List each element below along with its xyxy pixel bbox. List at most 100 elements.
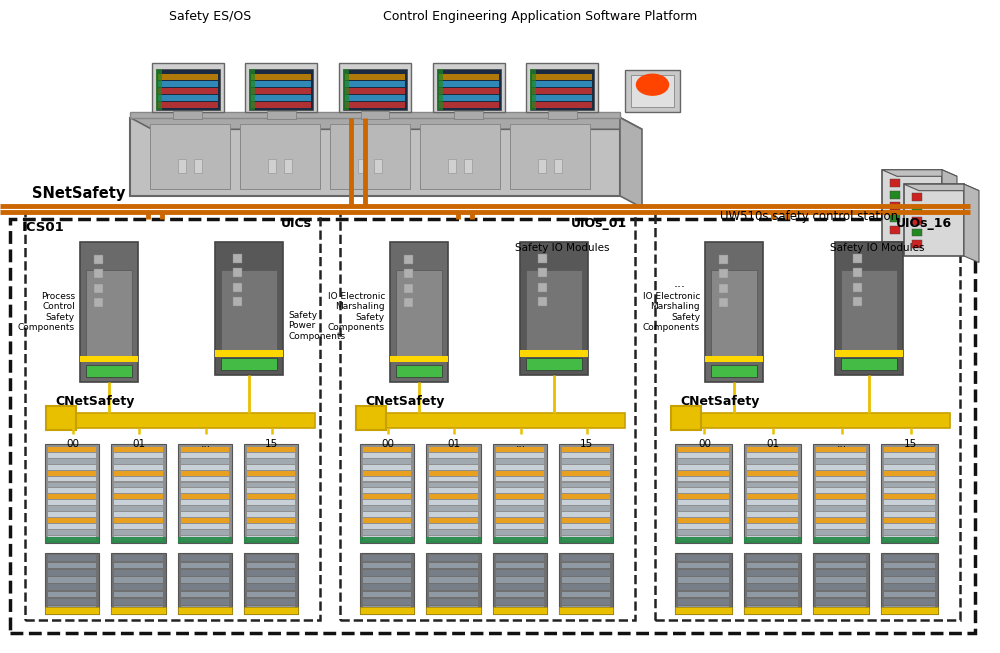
Bar [562,599,610,605]
Bar [247,459,295,464]
Bar [178,552,232,614]
Bar [345,95,405,101]
Bar [747,570,798,576]
Bar [363,500,411,505]
Bar [426,537,480,543]
Bar [404,283,413,293]
Bar [360,537,414,543]
Bar [678,584,729,590]
Bar [678,524,729,529]
Bar [433,63,505,112]
Bar [562,447,610,452]
Bar [884,570,935,576]
Bar [426,607,480,614]
Bar [562,530,610,535]
Bar [492,552,547,614]
Bar [912,240,922,248]
Bar [747,556,798,561]
Bar [86,365,132,377]
Bar [114,488,163,493]
Bar [881,537,938,543]
Bar [114,570,163,576]
Bar [747,577,798,583]
Bar [548,111,577,119]
Bar [181,453,229,458]
Bar [532,88,592,94]
Bar [48,563,96,569]
Bar [114,477,163,481]
Bar [816,465,866,470]
Bar [111,444,166,543]
Bar [429,494,478,499]
Bar [247,494,295,499]
Bar [559,444,613,543]
Bar [48,592,96,597]
Bar [496,453,544,458]
Bar [158,88,218,94]
Bar [363,599,411,605]
Bar [247,447,295,452]
Bar [429,524,478,529]
Text: ...: ... [837,439,847,449]
Bar [675,413,950,428]
Bar [538,159,546,173]
Bar [719,269,728,278]
Bar [496,459,544,464]
Bar [496,447,544,452]
Bar [816,584,866,590]
Bar [747,465,798,470]
Bar [48,447,96,452]
Bar [181,530,229,535]
Text: 15: 15 [580,439,593,449]
Text: Safety ES/OS: Safety ES/OS [169,10,251,23]
Bar [360,413,625,428]
Bar [429,453,478,458]
Bar [492,537,547,543]
Bar [114,535,163,541]
Text: SNetSafety: SNetSafety [32,187,125,201]
Bar [251,81,311,87]
Bar [48,518,96,523]
Bar [114,530,163,535]
Bar [233,254,242,263]
Bar [530,69,594,110]
Bar [339,63,411,112]
Bar [884,606,935,612]
Bar [363,577,411,583]
Bar [678,459,729,464]
Bar [678,465,729,470]
Bar [48,530,96,535]
Bar [705,356,763,362]
Bar [181,477,229,481]
Bar [719,298,728,307]
Bar [719,283,728,293]
Bar [249,69,255,110]
Bar [562,512,610,517]
Bar [181,570,229,576]
Bar [559,537,613,543]
Text: CNetSafety: CNetSafety [55,395,134,408]
Bar [496,524,544,529]
Bar [526,270,582,350]
Bar [114,447,163,452]
Bar [678,512,729,517]
Bar [890,202,900,210]
Bar [816,483,866,487]
Bar [429,606,478,612]
Bar [50,413,315,428]
Bar [48,535,96,541]
Bar [813,552,869,614]
Bar [181,556,229,561]
Bar [114,494,163,499]
Text: UW510s safety control station: UW510s safety control station [720,210,898,223]
Bar [114,506,163,511]
Bar [439,103,499,108]
Bar [813,537,869,543]
Bar [711,270,757,357]
Bar [678,530,729,535]
Bar [330,124,410,189]
Bar [816,518,866,523]
Bar [496,494,544,499]
Bar [48,477,96,481]
Bar [675,444,732,543]
